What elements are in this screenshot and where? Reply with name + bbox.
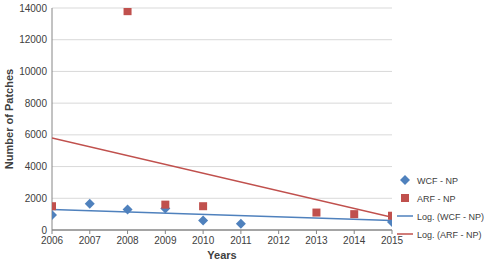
x-tick-label: 2013 bbox=[305, 235, 328, 246]
x-tick-label: 2015 bbox=[381, 235, 404, 246]
x-tick bbox=[127, 230, 128, 234]
x-tick bbox=[278, 230, 279, 234]
y-tick-label: 8000 bbox=[25, 98, 48, 109]
legend-symbol bbox=[397, 215, 413, 217]
y-axis-label: Number of Patches bbox=[3, 69, 15, 169]
grid-line bbox=[52, 8, 392, 9]
y-tick-label: 10000 bbox=[19, 66, 47, 77]
point bbox=[199, 202, 207, 210]
point bbox=[52, 210, 57, 220]
point bbox=[124, 8, 132, 15]
x-tick-label: 2012 bbox=[268, 235, 291, 246]
x-tick-label: 2009 bbox=[154, 235, 177, 246]
x-tick-label: 2006 bbox=[41, 235, 64, 246]
legend-symbol bbox=[400, 175, 410, 185]
legend-symbol bbox=[401, 194, 409, 202]
x-tick bbox=[240, 230, 241, 234]
x-tick bbox=[316, 230, 317, 234]
x-tick bbox=[392, 230, 393, 234]
x-tick bbox=[203, 230, 204, 234]
plot-area bbox=[52, 8, 392, 229]
x-tick-label: 2014 bbox=[343, 235, 366, 246]
legend-symbol bbox=[397, 233, 413, 235]
grid-line bbox=[52, 134, 392, 135]
point bbox=[350, 210, 358, 218]
y-tick-label: 2000 bbox=[25, 193, 48, 204]
x-tick bbox=[89, 230, 90, 234]
grid-line bbox=[52, 103, 392, 104]
legend-label: Log. (ARF - NP) bbox=[417, 230, 482, 240]
trend-line bbox=[52, 138, 392, 217]
point bbox=[161, 201, 169, 209]
x-axis-label: Years bbox=[207, 249, 236, 261]
point bbox=[52, 202, 56, 210]
x-tick bbox=[52, 230, 53, 234]
y-axis bbox=[52, 8, 53, 230]
legend-label: WCF - NP bbox=[417, 176, 458, 186]
x-tick bbox=[165, 230, 166, 234]
x-tick-label: 2008 bbox=[116, 235, 139, 246]
legend: WCF - NP ARF - NP Log. (WCF - NP) Log. (ARF… bbox=[397, 175, 484, 240]
grid-line bbox=[52, 166, 392, 167]
point bbox=[388, 212, 392, 220]
x-tick bbox=[354, 230, 355, 234]
grid-line bbox=[52, 198, 392, 199]
grid-line bbox=[52, 230, 392, 231]
y-tick-label: 0 bbox=[41, 225, 47, 236]
point bbox=[85, 199, 95, 209]
point bbox=[123, 204, 133, 214]
legend-label: Log. (WCF - NP) bbox=[417, 212, 484, 222]
x-axis bbox=[52, 230, 392, 231]
x-tick-label: 2007 bbox=[79, 235, 102, 246]
trend-line bbox=[52, 209, 392, 220]
y-tick-label: 14000 bbox=[19, 3, 47, 14]
legend-label: ARF - NP bbox=[417, 194, 456, 204]
x-tick-label: 2011 bbox=[230, 235, 252, 246]
grid-line bbox=[52, 39, 392, 40]
y-tick-label: 12000 bbox=[19, 34, 47, 45]
point bbox=[236, 219, 246, 229]
grid-line bbox=[52, 71, 392, 72]
point bbox=[198, 215, 208, 225]
point bbox=[312, 209, 320, 217]
y-tick-label: 4000 bbox=[25, 161, 48, 172]
y-tick-label: 6000 bbox=[25, 129, 48, 140]
x-tick-label: 2010 bbox=[192, 235, 215, 246]
chart: 0 2000 4000 6000 8000 10000 12000 14000 2006 2007… bbox=[0, 0, 500, 265]
